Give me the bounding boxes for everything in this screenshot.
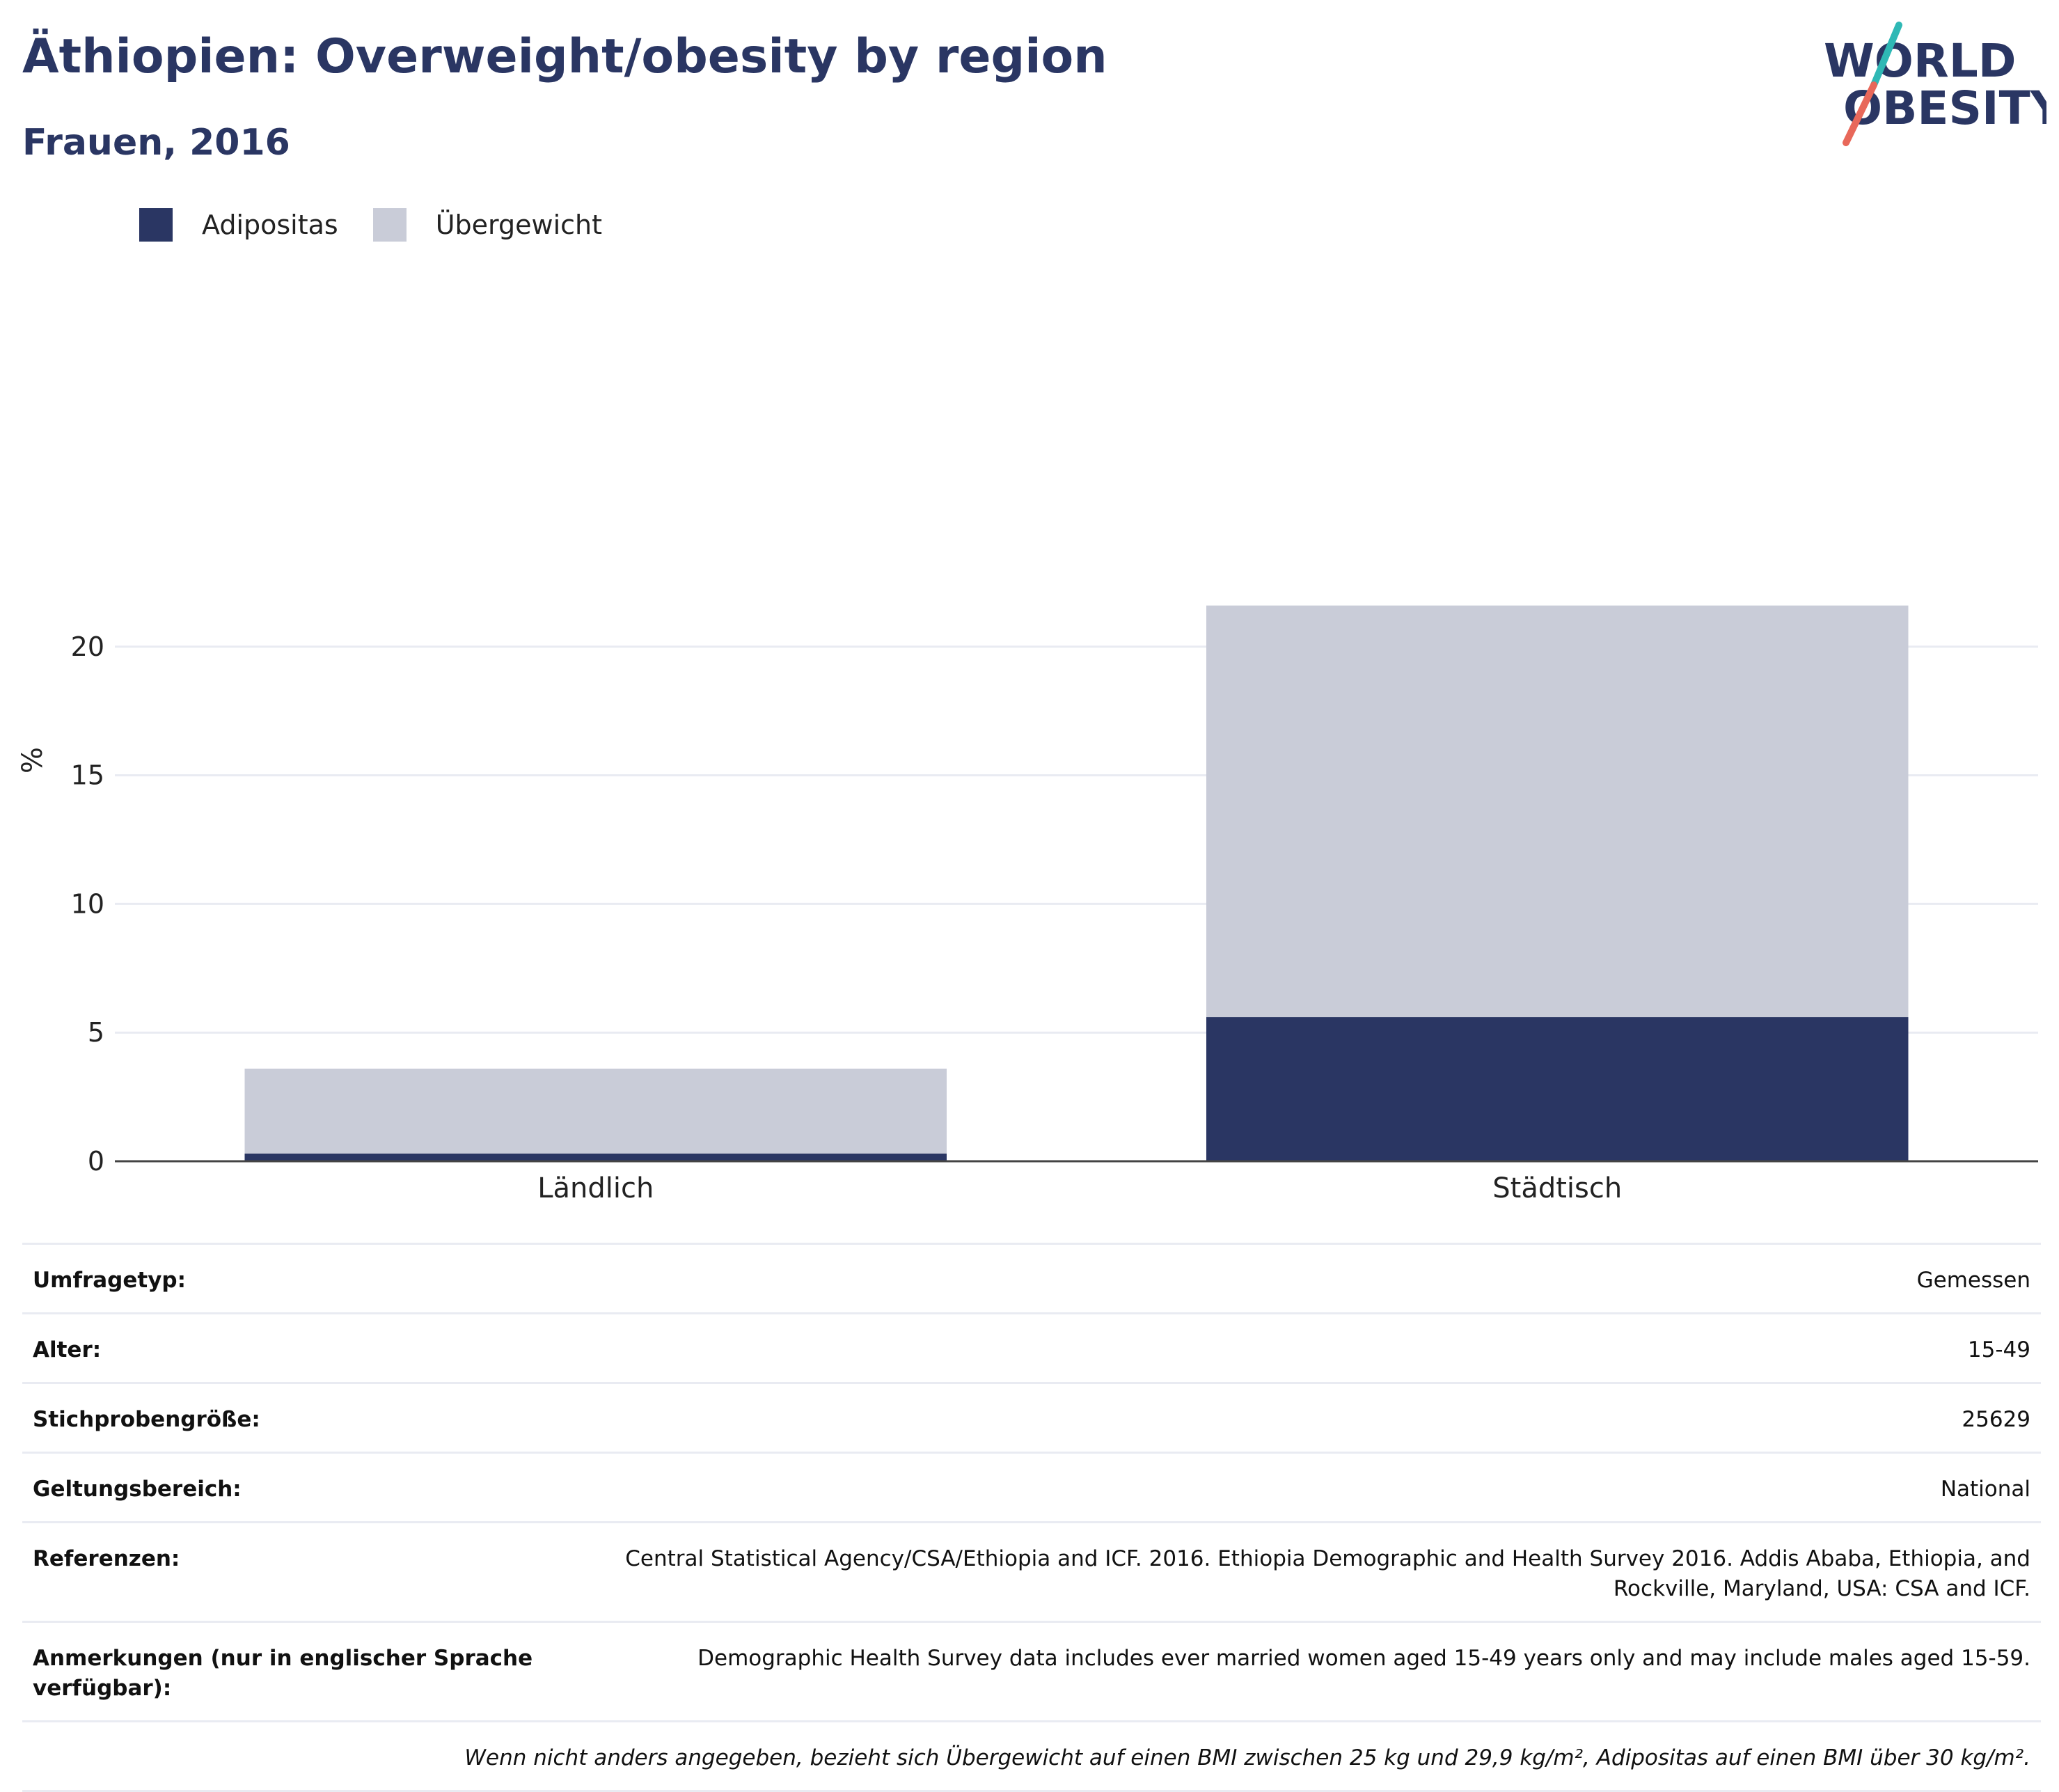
info-row: Stichprobengröße: 25629: [22, 1382, 2041, 1452]
legend-label-obesity: Adipositas: [202, 210, 338, 240]
page-subtitle: Frauen, 2016: [22, 122, 290, 164]
info-key: Geltungsbereich:: [33, 1477, 242, 1502]
bars: [244, 605, 1909, 1161]
y-tick-label: 20: [71, 631, 104, 662]
logo-word-obesity: OBESITY: [1843, 81, 2046, 135]
info-value: National: [1940, 1477, 2030, 1502]
stacked-bar-chart: 0 5 10 15 20 Ländlich Städtisch %: [17, 605, 2038, 1204]
info-table: Umfragetyp: Gemessen Alter: 15-49 Stichprobe…: [22, 1243, 2041, 1792]
bar-overweight[interactable]: [1206, 605, 1909, 1018]
bar-overweight[interactable]: [244, 1068, 947, 1154]
x-category-label: Ländlich: [537, 1172, 654, 1204]
bar-obesity[interactable]: [1206, 1017, 1909, 1161]
legend-swatch-obesity: [139, 208, 173, 242]
logo-slash-bottom: [1843, 81, 1877, 146]
legend-label-overweight: Übergewicht: [435, 210, 602, 240]
info-value: 15-49: [1967, 1337, 2030, 1362]
y-tick-label: 5: [88, 1017, 104, 1048]
bar-obesity[interactable]: [244, 1153, 947, 1161]
chart-legend: Adipositas Übergewicht: [139, 207, 637, 242]
info-value: 25629: [1962, 1407, 2030, 1432]
info-row: Umfragetyp: Gemessen: [22, 1243, 2041, 1312]
info-key: Referenzen:: [33, 1546, 180, 1571]
info-footnote: Wenn nicht anders angegeben, bezieht sic…: [464, 1745, 2030, 1770]
info-value: Central Statistical Agency/CSA/Ethiopia …: [625, 1546, 2030, 1601]
info-value: Demographic Health Survey data includes …: [697, 1646, 2030, 1671]
info-row: Referenzen: Central Statistical Agency/CS…: [22, 1521, 2041, 1621]
world-obesity-logo: WORLD OBESITY: [1824, 22, 2046, 146]
y-axis-title: %: [17, 747, 49, 773]
info-row: Alter: 15-49: [22, 1312, 2041, 1382]
info-key: Anmerkungen (nur in englischer Sprache v…: [33, 1646, 533, 1701]
legend-swatch-overweight: [372, 208, 407, 242]
logo-slash-top: [1870, 22, 1902, 88]
axes: 0 5 10 15 20 Ländlich Städtisch: [71, 631, 2038, 1204]
page-title: Äthiopien: Overweight/obesity by region: [22, 29, 1107, 84]
info-key: Alter:: [33, 1337, 102, 1362]
x-category-label: Städtisch: [1492, 1172, 1622, 1204]
legend-item-overweight[interactable]: Übergewicht: [372, 208, 602, 242]
info-footnote-row: Wenn nicht anders angegeben, bezieht sic…: [22, 1720, 2041, 1792]
legend-item-obesity[interactable]: Adipositas: [139, 208, 338, 242]
y-tick-label: 10: [71, 888, 104, 919]
logo-word-world: WORLD: [1824, 34, 2017, 88]
info-value: Gemessen: [1916, 1268, 2030, 1293]
y-tick-label: 0: [88, 1146, 104, 1177]
info-row: Anmerkungen (nur in englischer Sprache v…: [22, 1621, 2041, 1720]
y-tick-label: 15: [71, 760, 104, 791]
info-row: Geltungsbereich: National: [22, 1452, 2041, 1521]
info-key: Stichprobengröße:: [33, 1407, 260, 1432]
info-key: Umfragetyp:: [33, 1268, 186, 1293]
